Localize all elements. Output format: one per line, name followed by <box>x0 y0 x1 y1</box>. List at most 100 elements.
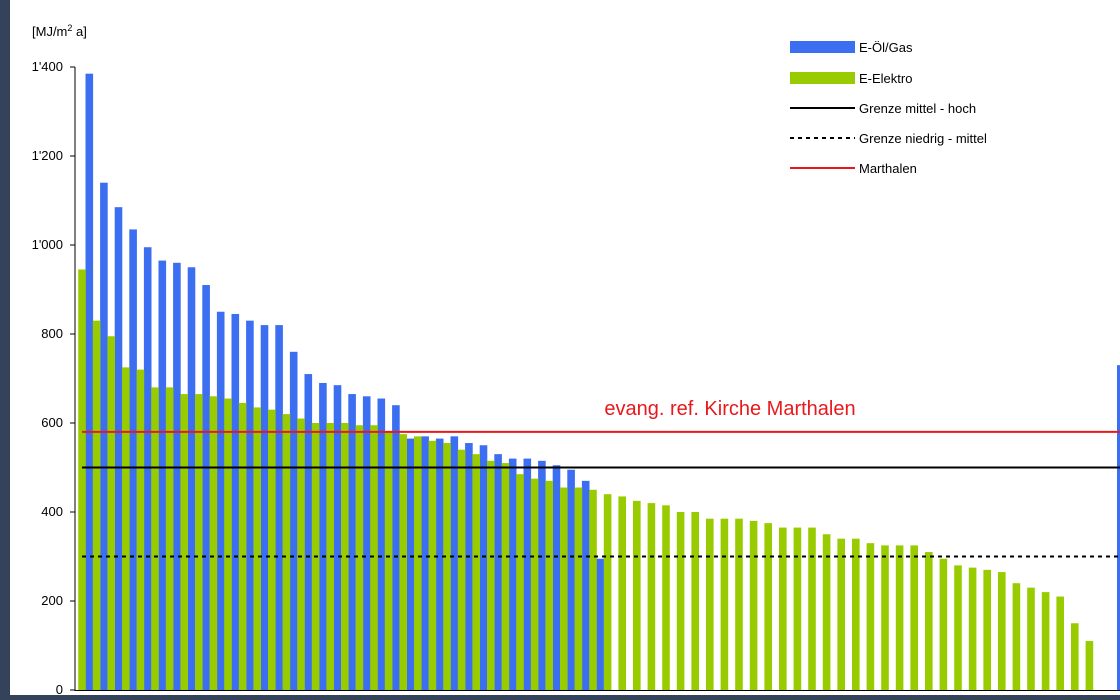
y-ticks-layer: 0 200 400 600 800 1'000 1'200 1'400 <box>32 59 75 697</box>
legend-swatch-elektro <box>790 72 855 84</box>
bar-elektro <box>939 558 948 690</box>
bar-elektro <box>297 418 305 690</box>
bar-elektro <box>355 425 364 690</box>
legend: E-Öl/Gas E-Elektro Grenze mittel - hoch … <box>790 40 987 176</box>
bar-oel-gas <box>216 311 225 690</box>
bar-elektro <box>735 518 743 690</box>
bar-elektro <box>808 527 816 690</box>
bar-elektro <box>852 538 860 690</box>
bar-oel-gas <box>450 436 459 690</box>
bar-elektro <box>560 487 568 690</box>
bar-elektro <box>1071 623 1079 690</box>
bar-elektro <box>530 478 539 690</box>
bar-oel-gas <box>289 351 298 690</box>
bar-elektro <box>370 425 378 690</box>
bars-layer <box>78 73 1120 691</box>
bar-elektro <box>122 367 130 690</box>
bar-elektro <box>983 569 991 690</box>
y-tick-label: 400 <box>41 504 63 519</box>
bar-oel-gas <box>567 469 575 690</box>
bar-elektro <box>224 398 232 690</box>
y-tick-label: 1'400 <box>32 59 63 74</box>
bar-elektro <box>1085 641 1094 690</box>
bar-oel-gas <box>114 207 123 691</box>
bar-elektro <box>603 494 612 690</box>
bar-oel-gas <box>377 398 386 690</box>
bar-elektro <box>268 409 276 690</box>
bar-elektro <box>998 572 1006 690</box>
bar-elektro <box>253 407 261 690</box>
bar-oel-gas <box>100 182 108 690</box>
bar-oel-gas <box>158 260 167 690</box>
bar-oel-gas <box>552 465 561 690</box>
bar-elektro <box>706 518 714 690</box>
bar-elektro <box>399 434 407 690</box>
legend-label-grenze-niedrig-mittel: Grenze niedrig - mittel <box>859 131 987 146</box>
bar-elektro <box>238 402 247 690</box>
bar-oel-gas <box>494 454 502 690</box>
bar-elektro <box>633 500 641 690</box>
legend-swatch-oel-gas <box>790 41 855 53</box>
bar-oel-gas <box>202 285 210 690</box>
bar-oel-gas <box>392 405 400 690</box>
bar-elektro <box>501 463 510 690</box>
y-tick-label: 200 <box>41 593 63 608</box>
bar-oel-gas <box>246 320 254 690</box>
bar-elektro <box>895 545 904 690</box>
bar-elektro <box>92 320 101 690</box>
bar-elektro <box>487 460 495 690</box>
bar-elektro <box>384 431 393 690</box>
bar-elektro <box>136 369 145 690</box>
bar-elektro <box>749 520 758 690</box>
reference-lines-layer <box>82 430 1120 558</box>
chart-panel: 0 200 400 600 800 1'000 1'200 1'400 [MJ/m2 a] e… <box>10 0 1120 697</box>
bar-elektro <box>822 534 831 690</box>
bar-elektro <box>662 505 670 690</box>
bar-oel-gas <box>596 558 605 690</box>
bar-oel-gas <box>435 438 444 690</box>
bar-elektro <box>866 543 875 690</box>
bar-elektro <box>1027 587 1035 690</box>
bar-elektro <box>691 512 699 690</box>
bar-elektro <box>180 394 188 690</box>
bar-oel-gas <box>362 396 371 690</box>
bar-oel-gas <box>319 382 327 690</box>
legend-label-oel-gas: E-Öl/Gas <box>859 40 913 55</box>
bar-elektro <box>764 523 772 690</box>
bar-elektro <box>151 387 159 690</box>
bar-elektro <box>910 545 918 690</box>
bar-elektro <box>1012 583 1021 690</box>
bar-oel-gas <box>421 436 429 690</box>
bar-elektro <box>457 449 466 690</box>
bar-elektro <box>676 512 685 690</box>
y-tick-label: 800 <box>41 326 63 341</box>
bar-elektro <box>443 443 451 690</box>
bar-elektro <box>341 423 349 690</box>
bar-elektro <box>589 489 597 690</box>
bar-elektro <box>925 552 933 690</box>
bar-elektro <box>472 454 480 690</box>
annotation-label: evang. ref. Kirche Marthalen <box>604 398 855 420</box>
bar-elektro <box>282 414 291 690</box>
axes-layer <box>74 67 1120 691</box>
bar-elektro <box>1041 592 1050 690</box>
bar-elektro <box>428 440 437 690</box>
bar-oel-gas <box>85 73 94 691</box>
bar-oel-gas <box>508 458 517 690</box>
bar-elektro <box>1056 596 1064 690</box>
bar-elektro <box>516 474 524 690</box>
energy-chart: 0 200 400 600 800 1'000 1'200 1'400 [MJ/m2 a] e… <box>32 23 1120 697</box>
y-tick-label: 600 <box>41 415 63 430</box>
legend-label-elektro: E-Elektro <box>859 71 912 86</box>
legend-label-grenze-mittel-hoch: Grenze mittel - hoch <box>859 101 976 116</box>
bar-elektro <box>195 394 203 690</box>
bar-oel-gas <box>129 229 137 691</box>
bar-elektro <box>107 336 115 690</box>
bar-elektro <box>414 436 422 690</box>
bar-oel-gas <box>465 443 473 690</box>
bar-elektro <box>618 496 626 690</box>
bar-oel-gas <box>275 325 283 690</box>
bar-edge <box>1117 365 1120 690</box>
bar-elektro <box>165 387 174 690</box>
